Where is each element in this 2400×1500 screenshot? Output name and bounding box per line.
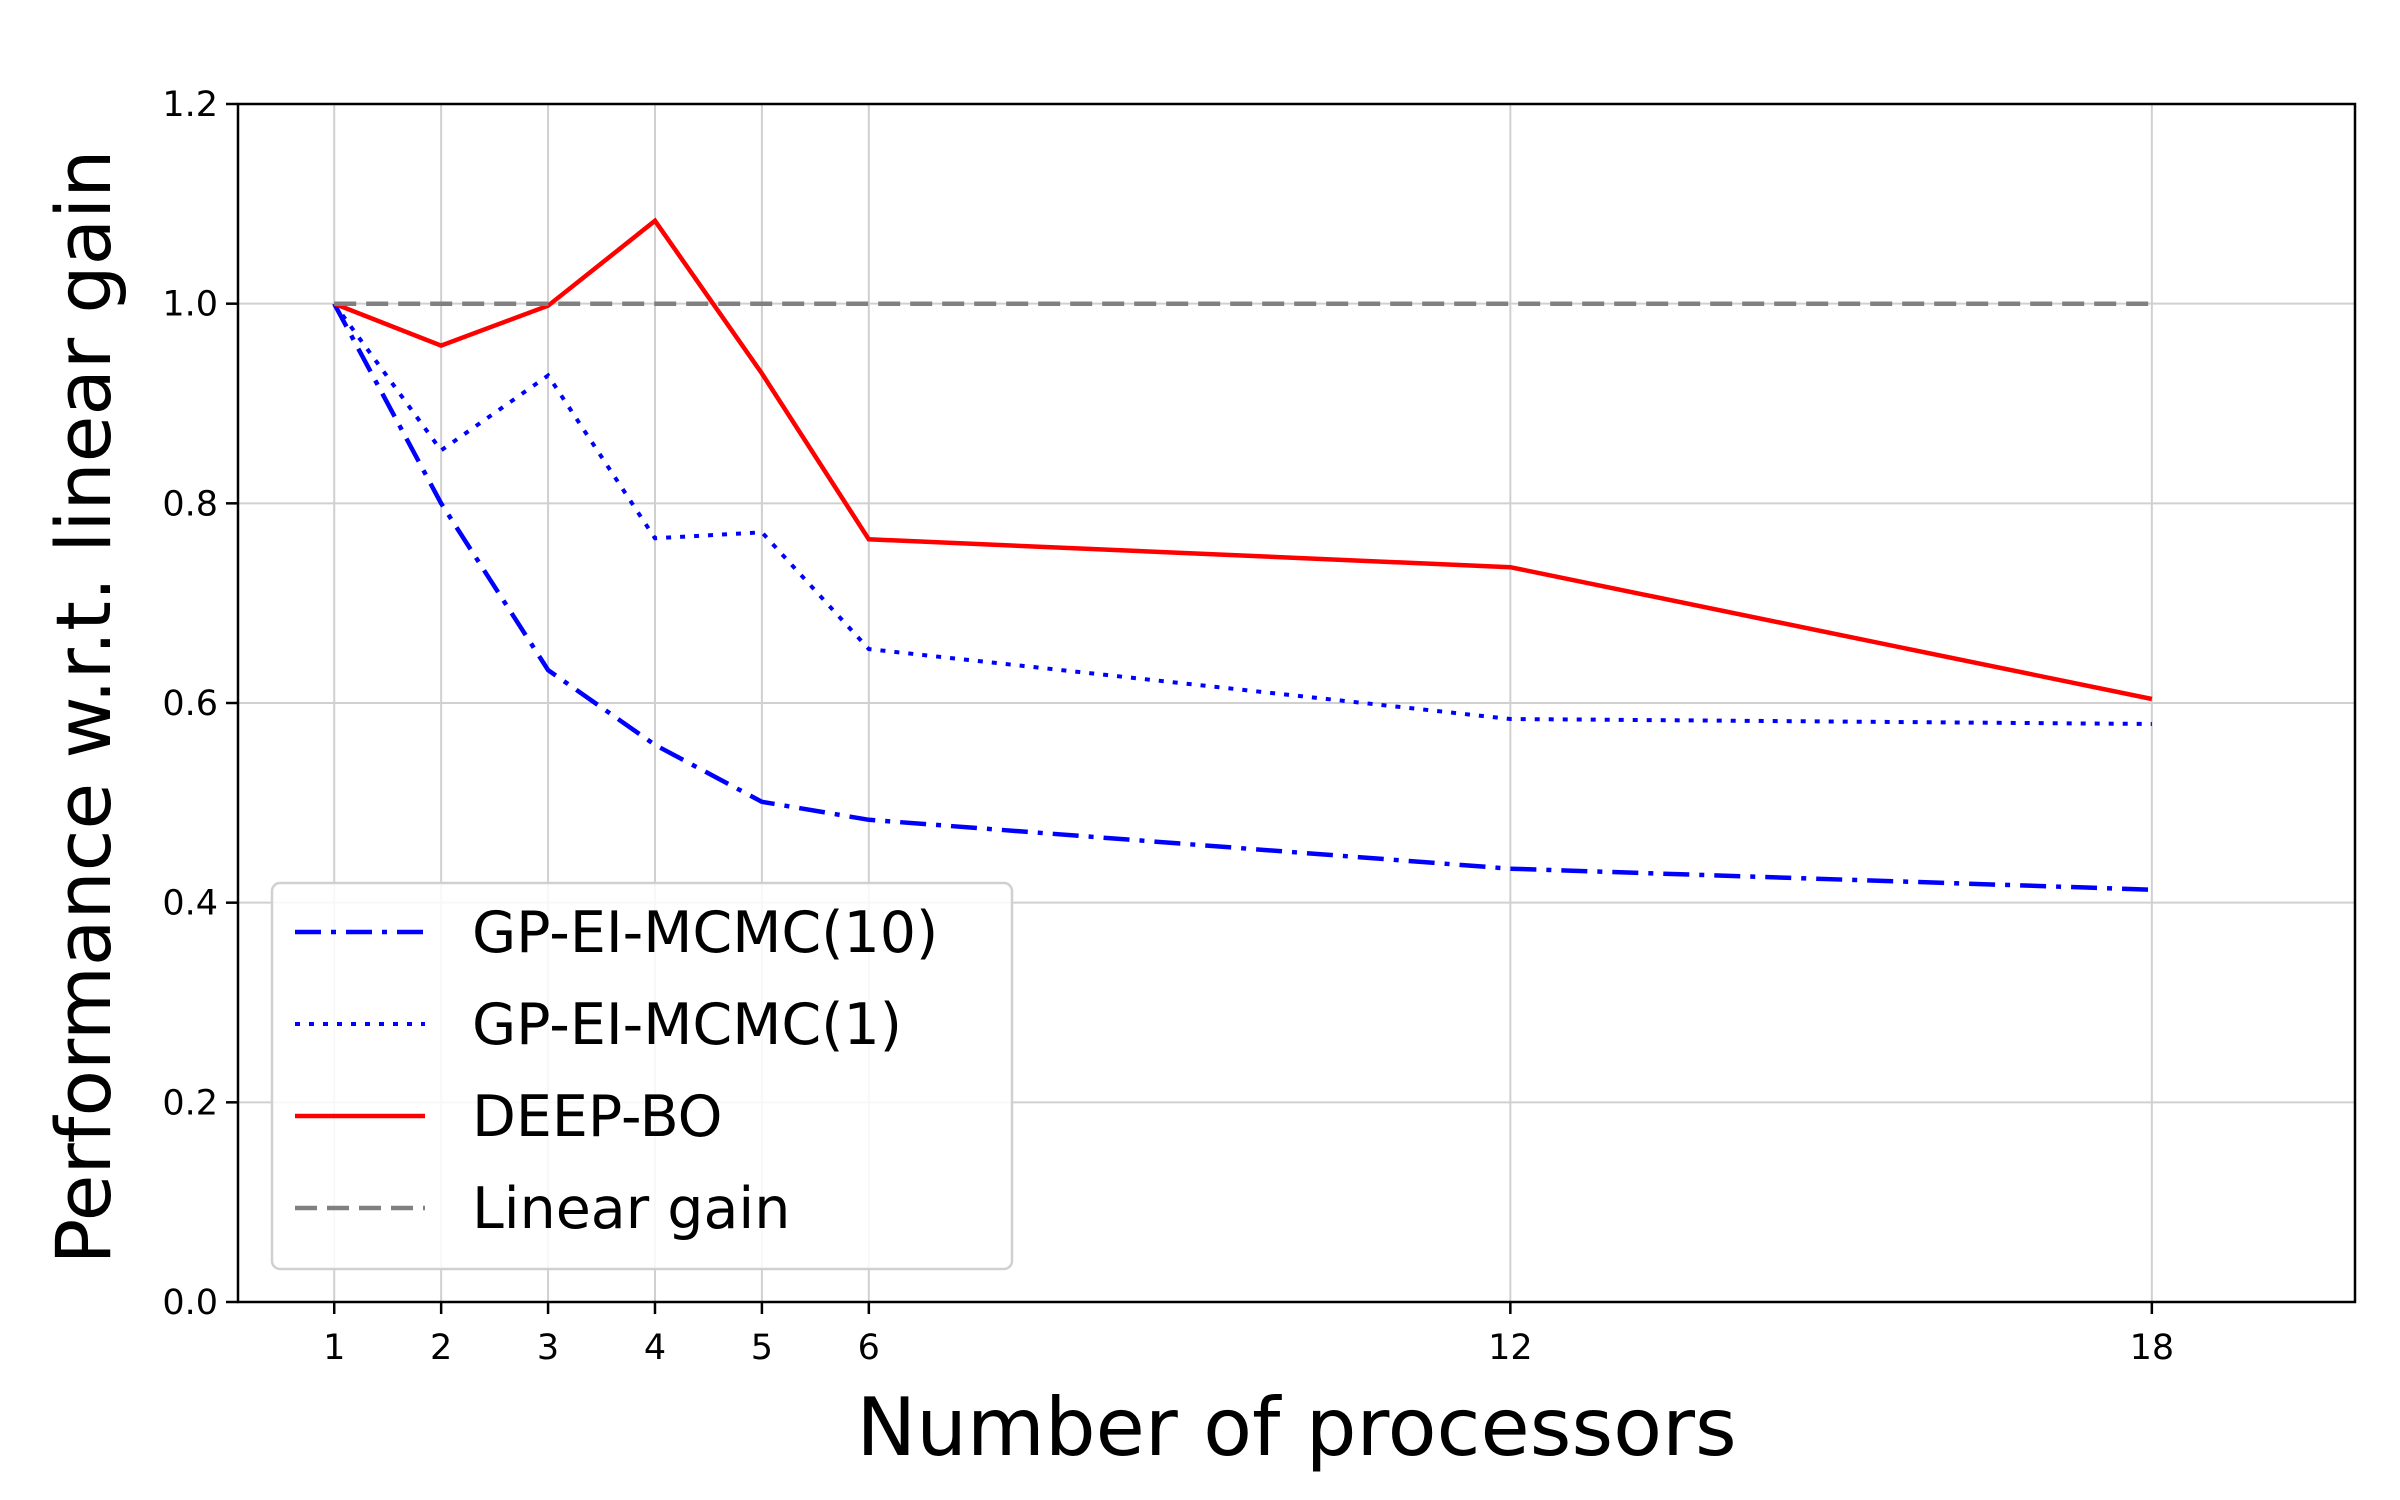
legend-label: DEEP-BO: [472, 1084, 723, 1150]
x-tick-label: 12: [1488, 1328, 1533, 1368]
legend-box: [270, 881, 1014, 1271]
x-axis-ticks: 1 2 3 4 5 6 12 18: [323, 1302, 2174, 1368]
x-tick-label: 6: [858, 1328, 880, 1368]
series-line-gp-ei-mcmc-10: [332, 302, 2152, 892]
y-axis-ticks: 0.0 0.2 0.4 0.6 0.8 1.0 1.2: [162, 85, 238, 1323]
y-tick-label: 0.0: [162, 1283, 218, 1323]
x-tick-label: 1: [323, 1328, 345, 1368]
y-tick-label: 0.4: [162, 884, 218, 924]
x-axis-label: Number of processors: [856, 1381, 1736, 1474]
legend: GP-EI-MCMC(10) GP-EI-MCMC(1) DEEP-BO Linear…: [270, 881, 1014, 1271]
x-tick-label: 3: [537, 1328, 559, 1368]
y-tick-label: 1.0: [162, 285, 218, 325]
y-tick-label: 0.2: [162, 1083, 218, 1123]
y-tick-label: 0.6: [162, 684, 218, 724]
x-tick-label: 4: [644, 1328, 666, 1368]
y-tick-label: 1.2: [162, 85, 218, 125]
x-tick-label: 2: [430, 1328, 452, 1368]
y-axis-label: Performance w.r.t. linear gain: [39, 150, 128, 1265]
series-line-deep-bo: [333, 217, 2153, 702]
y-tick-label: 0.8: [162, 484, 218, 524]
legend-label: GP-EI-MCMC(10): [472, 900, 938, 966]
x-tick-label: 18: [2130, 1328, 2175, 1368]
legend-label: Linear gain: [472, 1176, 790, 1242]
series-lines: [332, 217, 2153, 892]
legend-label: GP-EI-MCMC(1): [472, 992, 902, 1058]
series-line-gp-ei-mcmc-1: [332, 302, 2152, 726]
x-tick-label: 5: [751, 1328, 773, 1368]
